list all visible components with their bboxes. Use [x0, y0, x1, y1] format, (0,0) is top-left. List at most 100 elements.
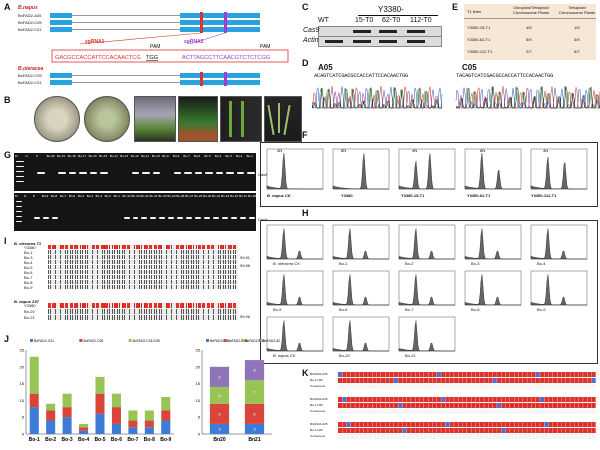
species-napus: B.napus — [18, 5, 38, 11]
identity-variant — [87, 255, 88, 259]
identity-variant — [134, 285, 135, 289]
histogram-frame — [398, 270, 456, 306]
identity-variant — [171, 250, 172, 254]
alignment-cell — [467, 422, 471, 427]
alignment-cell — [449, 428, 454, 433]
alignment-cell — [372, 372, 377, 377]
bar-segment — [62, 417, 72, 434]
alignment-cell — [432, 428, 437, 433]
identity-variant — [225, 315, 226, 320]
identity-variant — [75, 250, 76, 254]
flow-caption: Bo-9 — [537, 307, 546, 312]
alignment-cell — [475, 409, 480, 414]
identity-variant — [183, 280, 184, 284]
lane-wt: WT — [318, 17, 329, 24]
alignment-cell — [428, 434, 433, 439]
alignment-cell — [578, 397, 583, 402]
identity-variant — [198, 245, 201, 249]
identity-variant — [203, 270, 204, 274]
alignment-cell — [557, 434, 562, 439]
alignment-cell — [587, 428, 592, 433]
identity-variant — [102, 285, 103, 289]
identity-variant — [191, 255, 192, 259]
identity-variant — [119, 265, 120, 269]
alignment-cell — [458, 378, 463, 383]
alignment-cell — [574, 422, 579, 427]
identity-variant — [151, 280, 152, 284]
alignment-cell — [557, 403, 562, 408]
alignment-cell — [449, 397, 454, 402]
identity-variant — [97, 309, 98, 314]
identity-variant — [82, 309, 83, 314]
alignment-cell — [350, 434, 355, 439]
bar-segment — [244, 380, 265, 404]
ladder-band — [16, 206, 22, 207]
identity-variant — [176, 303, 179, 308]
histogram-frame — [266, 224, 324, 260]
identity-value: 99.81 — [240, 255, 251, 260]
identity-variant — [191, 309, 192, 314]
alignment-cell — [389, 397, 394, 402]
alignment-cell — [363, 397, 368, 402]
alignment-cell — [471, 409, 476, 414]
identity-variant — [186, 303, 187, 308]
identity-variant — [122, 285, 123, 289]
alignment-cell — [570, 384, 575, 389]
bar-segment — [161, 397, 171, 411]
alignment-row-label: BnFAD2-A05 — [310, 372, 328, 376]
identity-variant — [193, 255, 194, 259]
alignment-cell — [415, 397, 420, 402]
identity-variant — [85, 285, 86, 289]
identity-variant — [156, 285, 157, 289]
x-tick-label: Bo-8 — [144, 437, 155, 443]
alignment-cell — [346, 422, 351, 427]
identity-variant — [191, 270, 192, 274]
alignment-cell — [411, 397, 416, 402]
napus-exons — [50, 12, 260, 33]
alignment-cell — [415, 384, 420, 389]
identity-variant — [176, 255, 177, 259]
chromatogram-trace — [312, 87, 442, 109]
identity-variant — [117, 285, 118, 289]
identity-variant — [97, 315, 98, 320]
alignment-cell — [368, 422, 373, 427]
identity-variant — [161, 303, 162, 308]
alignment-cell — [527, 434, 532, 439]
identity-variant — [198, 260, 199, 264]
identity-variant — [218, 285, 219, 289]
alignment-cell — [355, 422, 360, 427]
identity-variant — [122, 303, 123, 308]
alignment-cell — [436, 428, 441, 433]
gel-lane-label: Bn-24 — [212, 194, 221, 198]
alignment-row-label: Bo-1-C05 — [310, 428, 323, 432]
identity-variant — [225, 275, 226, 279]
alignment-cell — [441, 403, 446, 408]
identity-variant — [220, 245, 223, 249]
identity-variant — [107, 275, 108, 279]
identity-variant — [183, 285, 184, 289]
gel-lane-label: Bn-20 — [248, 194, 257, 198]
identity-variant — [198, 280, 199, 284]
lane-62: 62-T0 — [382, 17, 401, 24]
alignment-cell — [553, 409, 557, 414]
identity-variant — [171, 309, 172, 314]
alignment-cell — [462, 397, 467, 402]
identity-variant — [109, 270, 110, 274]
identity-variant — [230, 280, 231, 284]
identity-variant — [109, 265, 110, 269]
identity-variant — [60, 280, 61, 284]
identity-variant — [48, 285, 49, 289]
table-cell: Y3380-62-T1 — [467, 37, 491, 42]
gel-lane-label: Bn-23 — [221, 194, 230, 198]
gel-band — [213, 217, 220, 219]
alignment-cell — [583, 378, 588, 383]
gel-band — [204, 217, 211, 219]
identity-variant — [161, 315, 162, 320]
identity-variant — [151, 250, 152, 254]
identity-variant — [141, 270, 142, 274]
alignment-row-label: BnFAD2-A05 — [310, 397, 328, 401]
alignment-cell — [574, 384, 579, 389]
alignment-cell — [535, 428, 540, 433]
gel-band — [37, 172, 45, 174]
alignment-cell — [432, 372, 437, 377]
